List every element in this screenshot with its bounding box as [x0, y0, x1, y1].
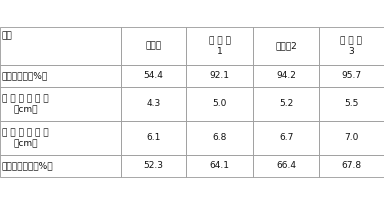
Bar — [121, 65, 186, 87]
Text: 实 施 例
3: 实 施 例 3 — [341, 36, 362, 56]
Bar — [121, 121, 186, 155]
Bar — [121, 155, 186, 177]
Bar — [186, 87, 253, 121]
Text: 67.8: 67.8 — [341, 162, 361, 171]
Bar — [319, 155, 384, 177]
Bar — [186, 27, 253, 65]
Text: 6.7: 6.7 — [279, 133, 293, 143]
Text: 一 年 生 主 干 粗
（cm）: 一 年 生 主 干 粗 （cm） — [2, 94, 49, 114]
Text: 4.3: 4.3 — [146, 100, 161, 109]
Bar — [186, 65, 253, 87]
Bar — [0, 155, 121, 177]
Bar — [319, 87, 384, 121]
Text: 95.7: 95.7 — [341, 71, 361, 81]
Text: 92.1: 92.1 — [210, 71, 230, 81]
Bar — [319, 65, 384, 87]
Bar — [0, 121, 121, 155]
Text: 项目: 项目 — [2, 31, 13, 40]
Bar — [121, 87, 186, 121]
Text: 实 施 例
1: 实 施 例 1 — [209, 36, 231, 56]
Bar — [253, 155, 319, 177]
Text: 6.8: 6.8 — [213, 133, 227, 143]
Text: 5.2: 5.2 — [279, 100, 293, 109]
Text: 66.4: 66.4 — [276, 162, 296, 171]
Text: 幼苗成活率（%）: 幼苗成活率（%） — [2, 71, 48, 81]
Bar — [186, 155, 253, 177]
Text: 对照组: 对照组 — [146, 41, 162, 51]
Bar — [253, 65, 319, 87]
Bar — [0, 27, 121, 65]
Bar — [0, 87, 121, 121]
Text: 果实淀粉含量（%）: 果实淀粉含量（%） — [2, 162, 54, 171]
Bar — [319, 121, 384, 155]
Text: 52.3: 52.3 — [144, 162, 164, 171]
Bar — [253, 87, 319, 121]
Text: 5.0: 5.0 — [213, 100, 227, 109]
Text: 6.1: 6.1 — [146, 133, 161, 143]
Bar — [253, 27, 319, 65]
Text: 实施例2: 实施例2 — [275, 41, 297, 51]
Text: 7.0: 7.0 — [344, 133, 359, 143]
Bar — [319, 27, 384, 65]
Bar — [186, 121, 253, 155]
Bar — [121, 27, 186, 65]
Text: 54.4: 54.4 — [144, 71, 164, 81]
Text: 二 年 生 主 干 粗
（cm）: 二 年 生 主 干 粗 （cm） — [2, 128, 49, 148]
Bar — [0, 65, 121, 87]
Text: 5.5: 5.5 — [344, 100, 359, 109]
Text: 94.2: 94.2 — [276, 71, 296, 81]
Bar — [253, 121, 319, 155]
Text: 64.1: 64.1 — [210, 162, 230, 171]
